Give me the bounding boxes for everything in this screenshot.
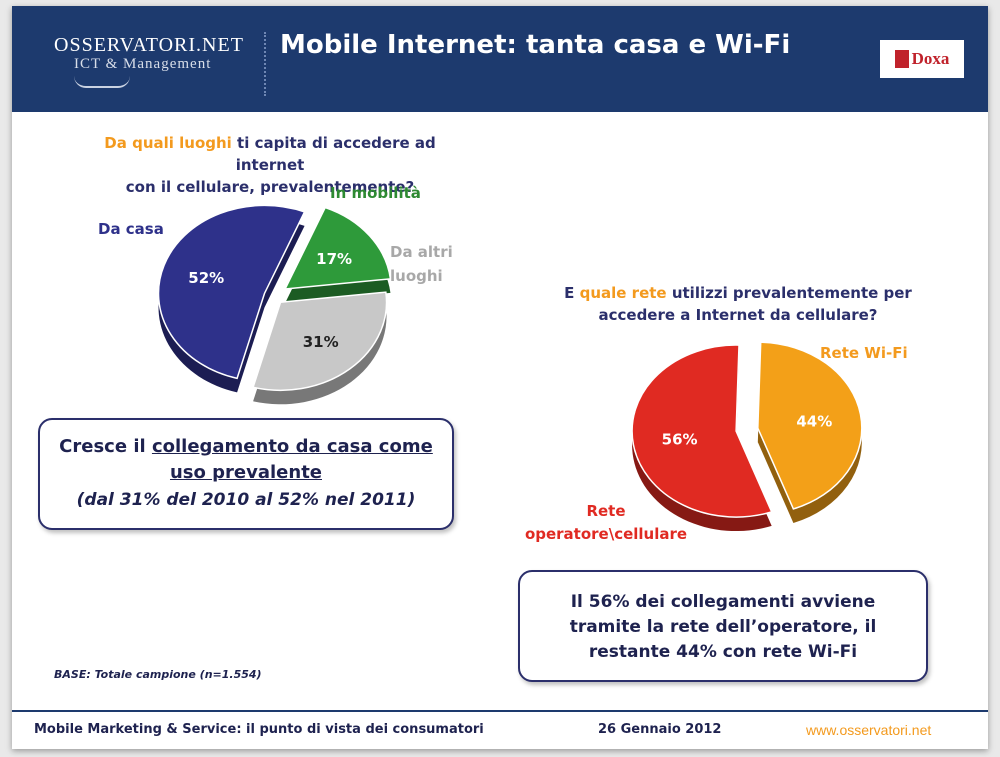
footer-url-link[interactable]: www.osservatori.net: [806, 722, 932, 738]
box-casa-pre: Cresce il: [59, 436, 152, 457]
label-rete-line2: operatore\cellulare: [524, 525, 688, 543]
pie-rete-slice-0-top: [631, 344, 773, 518]
base-note: BASE: Totale campione (n=1.554): [54, 668, 262, 681]
highlight-box-casa: Cresce il collegamento da casa come uso …: [38, 418, 454, 530]
doxa-logo: Doxa: [880, 40, 964, 78]
pie-luoghi-slice-2-top: [252, 291, 388, 391]
pie-rete-value-label-0: 56%: [662, 431, 698, 449]
pie-chart-luoghi: 52% 17% 31%: [157, 204, 392, 405]
doxa-mark-icon: [894, 50, 909, 68]
question-2-highlight: quale rete: [579, 284, 667, 302]
label-da-casa: Da casa: [98, 220, 164, 238]
pie-luoghi-slice-0: 52%: [157, 204, 306, 393]
pie-luoghi-slice-0-top: [157, 204, 306, 380]
question-1-line2: con il cellulare, prevalentemente?: [125, 178, 415, 196]
footer-date: 26 Gennaio 2012: [598, 722, 722, 737]
question-2-rest: utilizzi prevalentemente per: [666, 284, 912, 302]
logo-swoosh-icon: [74, 76, 130, 88]
question-1: Da quali luoghi ti capita di accedere ad…: [70, 132, 470, 198]
label-in-mobilita: In mobilità: [330, 184, 421, 202]
question-1-rest: ti capita di accedere ad internet: [231, 134, 436, 174]
question-2: E quale rete utilizzi prevalentemente pe…: [538, 282, 938, 326]
pie-luoghi-slice-1: 17%: [283, 206, 392, 303]
highlight-box-rete: Il 56% dei collegamenti avviene tramite …: [518, 570, 928, 682]
pie-luoghi-value-label-0: 52%: [188, 269, 224, 287]
logo-subtitle: ICT & Management: [74, 56, 212, 72]
pie-rete-slice-1-top: [757, 341, 863, 510]
question-1-highlight: Da quali luoghi: [104, 134, 232, 152]
pie-rete-value-label-1: 44%: [796, 413, 832, 431]
footer-left: Mobile Marketing & Service: il punto di …: [34, 722, 484, 737]
header-divider: [264, 32, 266, 96]
pie-chart-rete: 56% 44%: [631, 341, 863, 532]
pie-rete-slice-0: 56%: [631, 344, 773, 532]
label-da-altri-luoghi: Da altri luoghi: [390, 240, 453, 288]
pie-rete-slice-1: 44%: [757, 341, 863, 523]
box-casa-underlined-1: collegamento da casa come: [151, 436, 433, 457]
label-rete-wifi: Rete Wi-Fi: [820, 344, 908, 362]
pie-luoghi-slice-1-top: [283, 206, 392, 290]
page-title: Mobile Internet: tanta casa e Wi-Fi: [280, 30, 791, 60]
slide: OSSERVATORI.NET ICT & Management Mobile …: [12, 6, 988, 749]
footer-divider: [12, 710, 988, 712]
label-da-altri-line1: Da altri: [390, 243, 453, 261]
pie-luoghi-slice-2: 31%: [252, 291, 388, 405]
pie-luoghi-value-label-1: 17%: [316, 250, 352, 268]
box-casa-underlined-2: uso prevalente: [169, 462, 322, 483]
doxa-logo-text: Doxa: [911, 49, 950, 68]
question-2-line2: accedere a Internet da cellulare?: [598, 306, 878, 324]
pie-luoghi-value-label-2: 31%: [303, 333, 339, 351]
osservatori-logo: OSSERVATORI.NET: [54, 34, 244, 56]
box-casa-trend: (dal 31% del 2010 al 52% nel 2011): [76, 490, 416, 510]
label-rete-line1: Rete: [586, 502, 626, 520]
label-da-altri-line2: luoghi: [390, 267, 443, 285]
question-2-pre: E: [564, 284, 580, 302]
label-rete-operatore: Rete operatore\cellulare: [510, 500, 702, 546]
header-bar: OSSERVATORI.NET ICT & Management Mobile …: [12, 6, 988, 112]
box-casa-headline: Cresce il collegamento da casa come uso …: [40, 434, 452, 486]
box-rete-text: Il 56% dei collegamenti avviene tramite …: [569, 592, 877, 662]
